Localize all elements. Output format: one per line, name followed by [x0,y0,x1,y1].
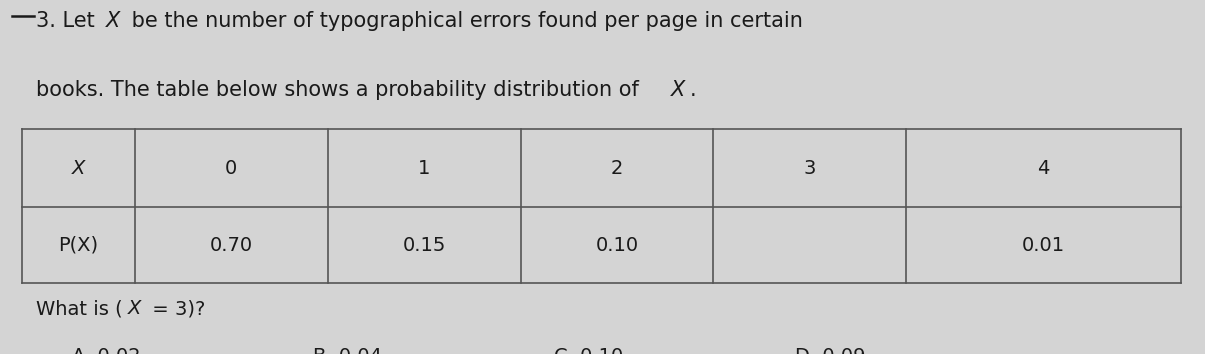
Text: 0.10: 0.10 [595,236,639,255]
Text: A. 0.02: A. 0.02 [72,347,141,354]
Text: C. 0.10: C. 0.10 [554,347,623,354]
Text: 4: 4 [1038,159,1050,178]
Text: 3: 3 [804,159,816,178]
Text: be the number of typographical errors found per page in certain: be the number of typographical errors fo… [125,11,804,30]
Text: X: X [128,299,141,318]
Text: .: . [689,80,695,99]
Text: X: X [71,159,86,178]
Text: 0.70: 0.70 [210,236,253,255]
Text: B. 0.04: B. 0.04 [313,347,382,354]
Text: 0: 0 [225,159,237,178]
Text: 0.15: 0.15 [402,236,446,255]
Text: = 3)?: = 3)? [146,299,205,318]
Text: D. 0.09: D. 0.09 [795,347,866,354]
Text: What is (: What is ( [36,299,123,318]
Text: 1: 1 [418,159,430,178]
Text: 2: 2 [611,159,623,178]
Text: 0.01: 0.01 [1022,236,1065,255]
Text: books. The table below shows a probability distribution of: books. The table below shows a probabili… [36,80,646,99]
Text: X: X [671,80,686,99]
Text: X: X [106,11,120,30]
Text: P(X): P(X) [58,236,99,255]
Text: 3. Let: 3. Let [36,11,101,30]
